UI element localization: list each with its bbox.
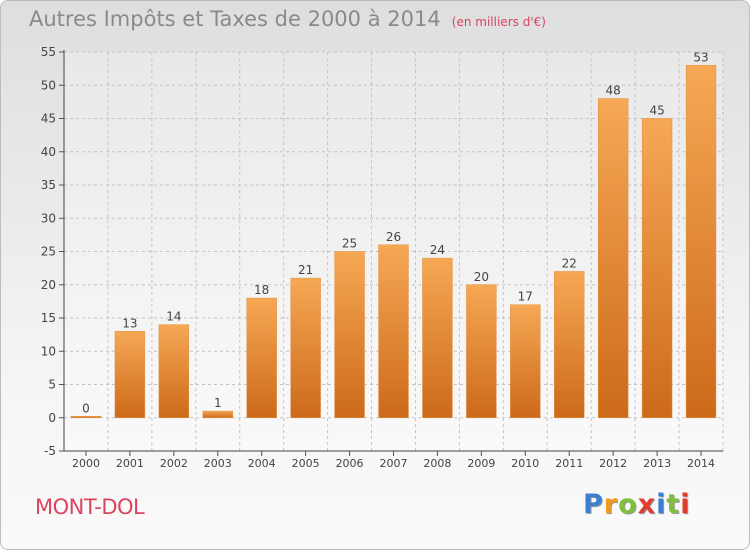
bar-2001 [114, 331, 146, 418]
bar-2004 [246, 297, 277, 418]
bar-2009 [466, 284, 497, 418]
value-label-2009: 20 [474, 270, 489, 284]
x-tick-label-2003: 2003 [204, 457, 232, 470]
value-label-2011: 22 [562, 256, 577, 270]
title-row: Autres Impôts et Taxes de 2000 à 2014 (e… [29, 7, 546, 31]
y-tick-label: 5 [48, 378, 56, 392]
x-tick-label-2001: 2001 [116, 457, 144, 470]
x-tick-label-2014: 2014 [687, 457, 715, 470]
chart-title: Autres Impôts et Taxes de 2000 à 2014 [29, 7, 441, 31]
commune-name: MONT-DOL [35, 495, 145, 519]
x-tick-label-2010: 2010 [511, 457, 539, 470]
value-label-2013: 45 [649, 104, 664, 118]
y-tick-label: 0 [48, 411, 56, 425]
logo-letter: i [680, 489, 691, 520]
x-tick-label-2009: 2009 [467, 457, 495, 470]
logo-letter: i [656, 489, 667, 520]
logo-letter: t [666, 489, 681, 520]
bar-2007 [378, 244, 409, 418]
value-label-2005: 21 [298, 263, 313, 277]
y-tick-label: -5 [44, 444, 56, 458]
value-label-2006: 25 [342, 237, 357, 251]
y-tick-label: 30 [41, 211, 56, 225]
x-tick-label-2007: 2007 [380, 457, 408, 470]
y-tick-label: 50 [41, 78, 56, 92]
y-tick-label: 10 [41, 344, 56, 358]
bar-2005 [290, 277, 321, 418]
x-tick-label-2005: 2005 [292, 457, 320, 470]
bar-2000 [70, 416, 102, 418]
x-tick-label-2011: 2011 [555, 457, 583, 470]
proxiti-logo[interactable]: Proxiti [583, 489, 691, 520]
y-tick-label: 15 [41, 311, 56, 325]
bars-layer: 0 13 14 1 18 21 25 26 24 20 17 22 48 45 53 [70, 50, 717, 419]
y-tick-label: 55 [41, 45, 56, 59]
bar-2002 [158, 324, 190, 418]
bar-2012 [597, 98, 629, 419]
x-tick-label-2000: 2000 [72, 457, 100, 470]
bar-2010 [510, 304, 541, 419]
value-label-2008: 24 [430, 243, 445, 257]
x-tick-label-2012: 2012 [599, 457, 627, 470]
bar-2013 [641, 118, 673, 418]
value-label-2012: 48 [606, 84, 621, 98]
x-tick-label-2013: 2013 [643, 457, 671, 470]
x-tick-label-2006: 2006 [336, 457, 364, 470]
bar-2011 [554, 271, 585, 419]
value-label-2002: 14 [166, 310, 181, 324]
y-tick-label: 20 [41, 278, 56, 292]
value-label-2004: 18 [254, 283, 269, 297]
value-label-2007: 26 [386, 230, 401, 244]
value-label-2003: 1 [214, 396, 222, 410]
value-label-2014: 53 [693, 50, 708, 64]
value-label-2000: 0 [82, 401, 90, 415]
chart-subtitle: (en milliers d'€) [451, 15, 546, 29]
y-tick-label: 25 [41, 245, 56, 259]
y-tick-label: 45 [41, 112, 56, 126]
bar-2014 [685, 65, 717, 419]
value-label-2010: 17 [518, 290, 533, 304]
bar-2003 [202, 410, 233, 419]
bar-2006 [334, 251, 365, 418]
logo-letter: P [583, 489, 604, 520]
logo-letter: o [618, 489, 638, 520]
x-tick-label-2008: 2008 [423, 457, 451, 470]
x-tick-label-2002: 2002 [160, 457, 188, 470]
value-label-2001: 13 [122, 316, 137, 330]
x-tick-label-2004: 2004 [248, 457, 276, 470]
bar-2008 [422, 257, 453, 418]
logo-letter: r [603, 489, 619, 520]
y-tick-label: 35 [41, 178, 56, 192]
y-tick-label: 40 [41, 145, 56, 159]
logo-letter: x [637, 489, 657, 520]
